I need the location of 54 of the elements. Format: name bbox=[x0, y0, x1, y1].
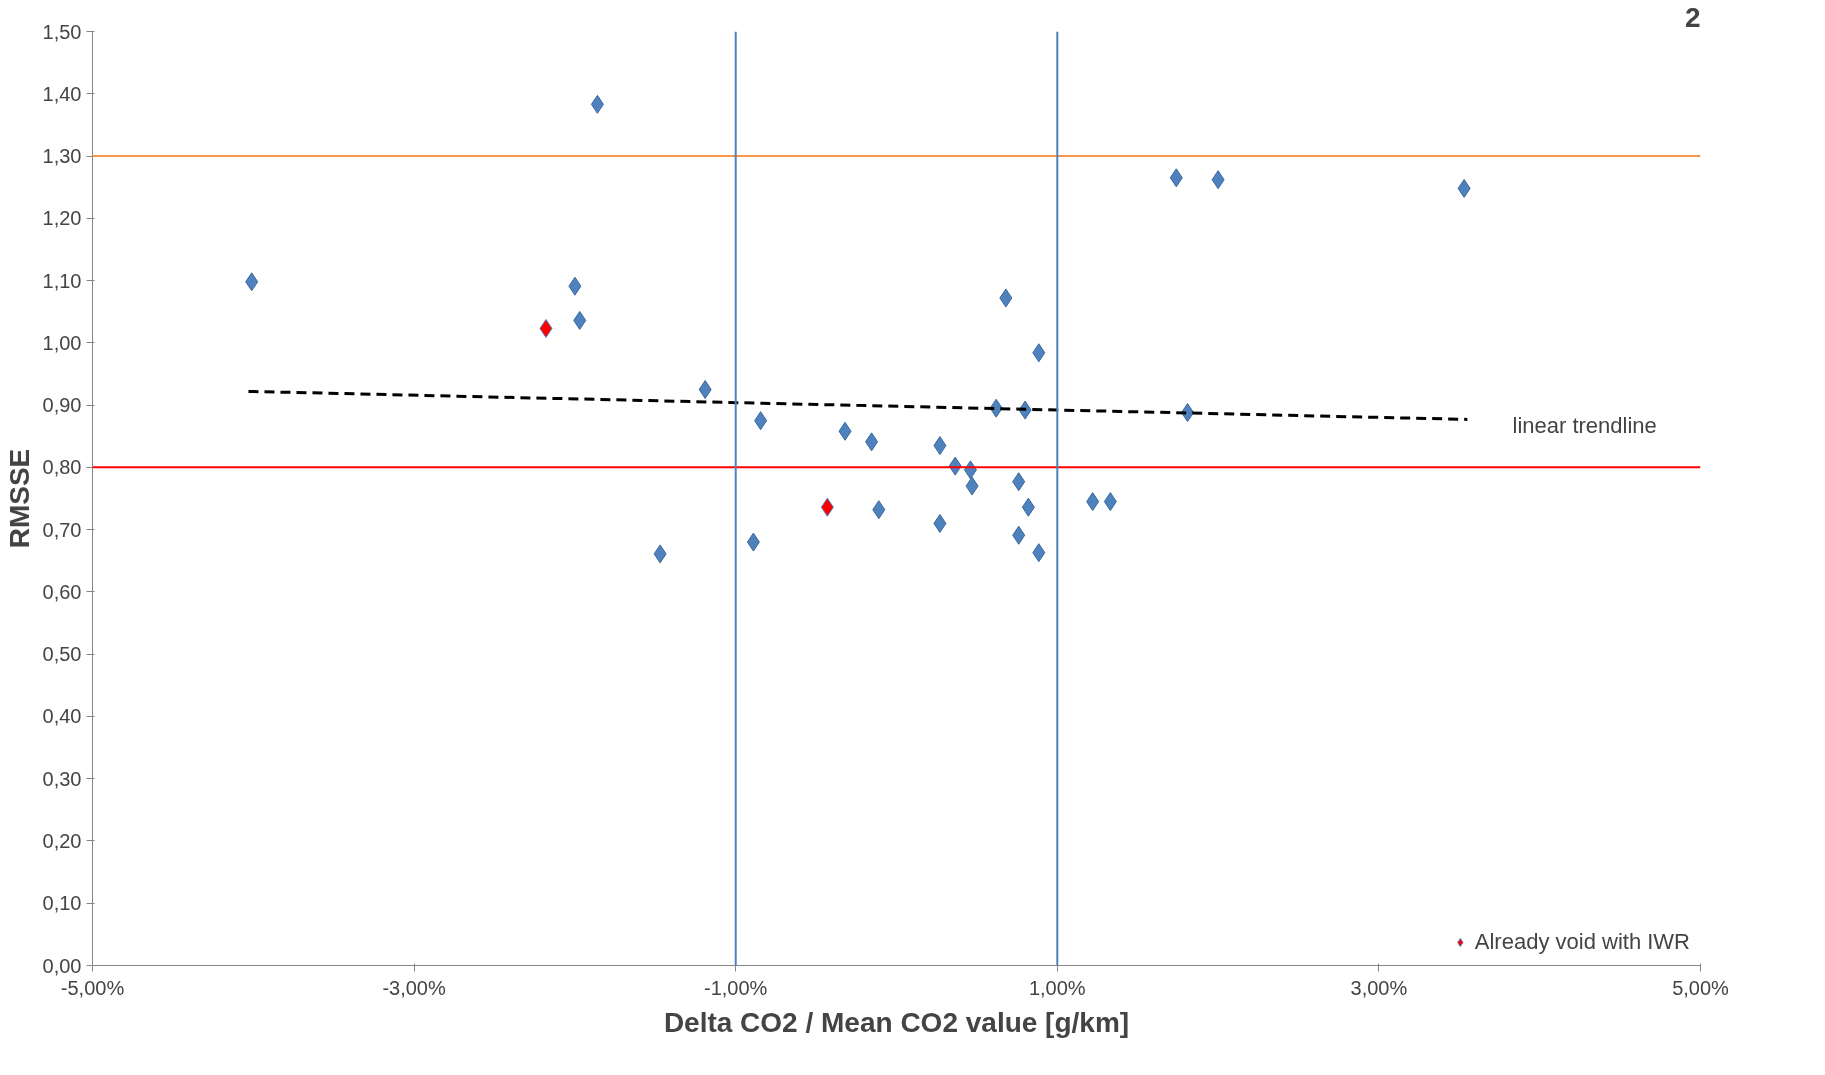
x-tick-label: -1,00% bbox=[704, 976, 768, 999]
y-tick-label: 0,90 bbox=[42, 394, 82, 417]
point bbox=[754, 411, 768, 431]
point bbox=[820, 497, 834, 517]
y-tick-label: 0,30 bbox=[42, 767, 82, 790]
y-tick-label: 1,30 bbox=[42, 145, 82, 168]
point bbox=[1103, 492, 1117, 512]
legend-label: Already void with IWR bbox=[1474, 929, 1690, 955]
y-tick-label: 0,80 bbox=[42, 456, 82, 479]
point bbox=[1086, 492, 1100, 512]
y-tick-label: 0,00 bbox=[42, 954, 82, 977]
x-tick-label: 5,00% bbox=[1672, 976, 1730, 999]
point bbox=[999, 288, 1013, 308]
point bbox=[746, 532, 760, 552]
x-axis-title: Delta CO2 / Mean CO2 value [g/km] bbox=[663, 1006, 1130, 1038]
y-tick-label: 0,70 bbox=[42, 518, 82, 541]
annotation: 2 bbox=[1684, 1, 1701, 33]
point bbox=[1032, 343, 1046, 363]
point bbox=[539, 319, 553, 339]
x-tick-label: 3,00% bbox=[1350, 976, 1408, 999]
y-tick-label: 0,10 bbox=[42, 892, 82, 915]
point bbox=[1211, 170, 1225, 190]
point bbox=[1021, 497, 1035, 517]
point bbox=[698, 380, 712, 400]
x-tick-label: 1,00% bbox=[1028, 976, 1086, 999]
point bbox=[653, 544, 667, 564]
x-tick-label: -5,00% bbox=[60, 976, 125, 999]
point bbox=[865, 432, 879, 452]
y-tick-label: 1,50 bbox=[42, 20, 82, 43]
point bbox=[590, 94, 604, 114]
point bbox=[838, 421, 852, 441]
y-tick-label: 0,50 bbox=[42, 643, 82, 666]
point bbox=[1169, 168, 1183, 188]
point bbox=[933, 436, 947, 456]
point bbox=[872, 500, 886, 520]
point bbox=[965, 476, 979, 496]
point bbox=[1012, 525, 1026, 545]
x-tick-label: -3,00% bbox=[382, 976, 446, 999]
y-tick-label: 1,10 bbox=[42, 269, 82, 292]
point bbox=[568, 276, 582, 296]
y-tick-label: 1,40 bbox=[42, 82, 82, 105]
y-tick-label: 0,40 bbox=[42, 705, 82, 728]
y-tick-label: 1,00 bbox=[42, 331, 82, 354]
annotation: linear trendline bbox=[1512, 413, 1657, 438]
y-tick-label: 0,20 bbox=[42, 829, 82, 852]
point bbox=[245, 272, 259, 292]
y-tick-label: 1,20 bbox=[42, 207, 82, 230]
point bbox=[933, 513, 947, 533]
point bbox=[1012, 472, 1026, 492]
y-tick-label: 0,60 bbox=[42, 580, 82, 603]
point bbox=[573, 310, 587, 330]
point bbox=[1032, 543, 1046, 563]
point bbox=[1457, 178, 1471, 198]
y-axis-title: RMSSE bbox=[3, 448, 35, 549]
